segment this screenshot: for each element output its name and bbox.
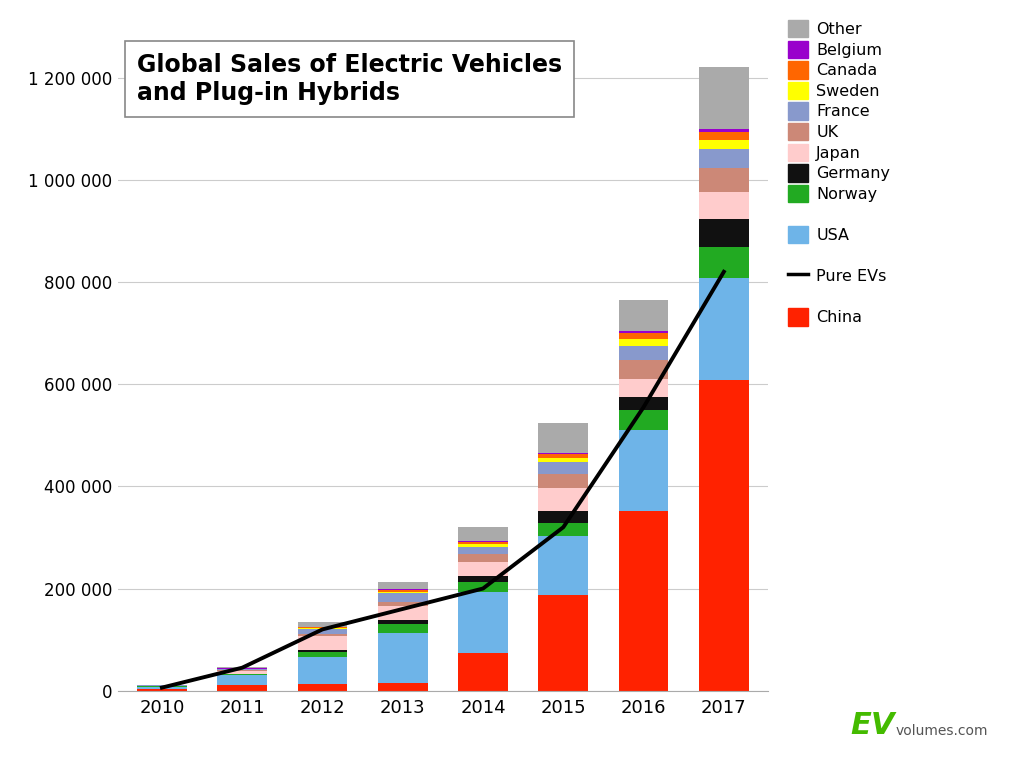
Bar	[458, 576, 508, 582]
Bar	[298, 628, 347, 629]
Bar	[217, 669, 267, 670]
Bar	[539, 453, 588, 455]
Bar	[539, 512, 588, 523]
Bar	[539, 488, 588, 512]
Bar	[539, 523, 588, 536]
Bar	[378, 606, 428, 620]
Bar	[618, 330, 669, 332]
Bar	[217, 674, 267, 676]
Bar	[378, 624, 428, 634]
Bar	[298, 657, 347, 684]
Bar	[458, 546, 508, 554]
Bar	[378, 634, 428, 682]
Bar	[217, 671, 267, 674]
Bar	[618, 512, 669, 691]
Bar	[699, 140, 749, 149]
Bar	[217, 676, 267, 685]
Bar	[699, 380, 749, 691]
Bar	[699, 279, 749, 380]
Bar	[458, 592, 508, 653]
Bar	[699, 191, 749, 219]
Bar	[378, 620, 428, 624]
Bar	[298, 622, 347, 627]
Bar	[458, 562, 508, 576]
Bar	[618, 361, 669, 379]
Bar	[378, 603, 428, 606]
Bar	[458, 582, 508, 592]
Bar	[378, 590, 428, 591]
Bar	[458, 540, 508, 542]
Bar	[699, 247, 749, 279]
Text: volumes.com: volumes.com	[896, 724, 988, 738]
Bar	[699, 149, 749, 168]
Bar	[618, 339, 669, 346]
Bar	[458, 527, 508, 540]
Bar	[699, 129, 749, 132]
Bar	[298, 635, 347, 636]
Bar	[378, 682, 428, 691]
Bar	[699, 68, 749, 129]
Bar	[298, 652, 347, 657]
Bar	[618, 410, 669, 430]
Bar	[699, 219, 749, 247]
Bar	[539, 462, 588, 474]
Text: EV: EV	[850, 711, 894, 740]
Bar	[618, 397, 669, 410]
Text: Global Sales of Electric Vehicles
and Plug-in Hybrids: Global Sales of Electric Vehicles and Pl…	[137, 53, 562, 105]
Bar	[298, 650, 347, 652]
Bar	[539, 594, 588, 691]
Bar	[539, 474, 588, 488]
Bar	[458, 544, 508, 546]
Bar	[378, 591, 428, 593]
Bar	[298, 629, 347, 635]
Bar	[458, 653, 508, 691]
Bar	[539, 424, 588, 453]
Bar	[699, 168, 749, 191]
Bar	[378, 582, 428, 589]
Bar	[298, 684, 347, 691]
Bar	[539, 458, 588, 462]
Bar	[217, 667, 267, 669]
Bar	[618, 332, 669, 339]
Bar	[539, 536, 588, 594]
Bar	[699, 132, 749, 140]
Bar	[217, 685, 267, 691]
Bar	[378, 593, 428, 603]
Bar	[298, 636, 347, 650]
Bar	[458, 554, 508, 562]
Bar	[458, 542, 508, 544]
Bar	[137, 689, 186, 691]
Bar	[618, 379, 669, 397]
Bar	[618, 300, 669, 330]
Bar	[618, 430, 669, 512]
Legend: Other, Belgium, Canada, Sweden, France, UK, Japan, Germany, Norway,  , USA,  , P: Other, Belgium, Canada, Sweden, France, …	[787, 20, 890, 326]
Bar	[137, 687, 186, 689]
Bar	[618, 346, 669, 361]
Bar	[539, 455, 588, 458]
